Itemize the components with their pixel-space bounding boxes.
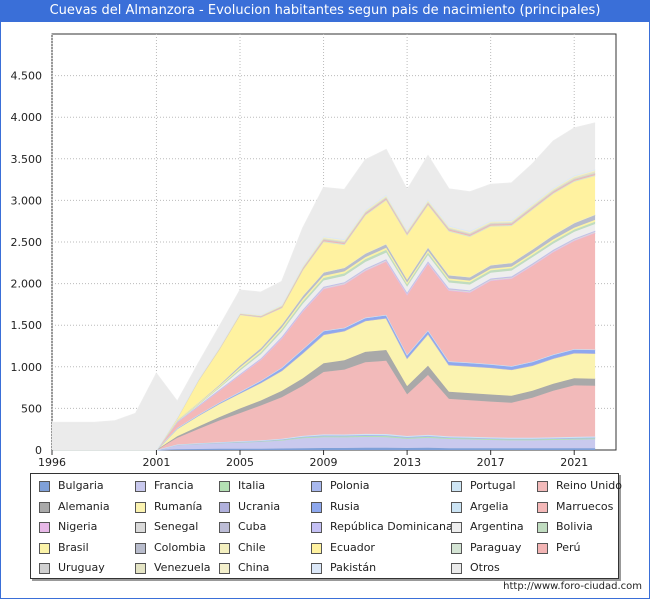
series-line-portugal (52, 433, 596, 451)
x-tick-label: 2017 (477, 456, 505, 469)
chart-title: Cuevas del Almanzora - Evolucion habitan… (0, 0, 650, 22)
series-area-reino-unido (52, 360, 596, 450)
y-tick-label: 1.500 (11, 319, 43, 332)
legend-label: República Dominicana (330, 520, 453, 533)
legend-swatch (451, 522, 462, 533)
series-area-ecuador (52, 176, 596, 450)
legend-label: Pakistán (330, 561, 377, 574)
legend-label: Paraguay (470, 540, 522, 554)
legend-label: Venezuela (154, 561, 211, 574)
legend-swatch (311, 542, 322, 554)
legend-label: Brasil (58, 540, 89, 554)
legend-label: Reino Unido (556, 479, 622, 492)
x-tick-label: 2021 (560, 456, 588, 469)
legend-label: Bulgaria (58, 479, 104, 492)
y-tick-label: 3.000 (11, 194, 43, 207)
legend-label: Senegal (154, 520, 199, 533)
y-tick-label: 4.000 (11, 111, 43, 124)
legend-swatch (537, 522, 548, 533)
legend-swatch (135, 481, 146, 492)
legend-label: Uruguay (58, 561, 105, 574)
legend-label: Cuba (238, 520, 267, 533)
legend-label: Italia (238, 479, 266, 492)
legend-swatch (311, 563, 322, 574)
legend-swatch (451, 501, 462, 513)
y-tick-label: 0 (35, 444, 42, 457)
legend-swatch (39, 522, 50, 533)
legend-label: Alemania (58, 499, 110, 513)
x-tick-label: 2001 (142, 456, 170, 469)
x-tick-label: 2009 (310, 456, 338, 469)
legend-label: Colombia (154, 540, 206, 554)
legend-swatch (311, 481, 322, 492)
legend-swatch (219, 563, 230, 574)
footer-url[interactable]: http://www.foro-ciudad.com (503, 581, 642, 592)
legend-label: Polonia (330, 479, 370, 492)
x-tick-label: 1996 (38, 456, 66, 469)
legend-swatch (135, 501, 146, 513)
legend-label: Argentina (470, 520, 524, 533)
legend-label: Otros (470, 561, 500, 574)
legend-label: Rumanía (154, 499, 203, 513)
legend-swatch (39, 563, 50, 574)
legend-swatch (451, 481, 462, 492)
legend-swatch (135, 522, 146, 533)
y-tick-label: 2.000 (11, 278, 43, 291)
x-tick-label: 2005 (226, 456, 254, 469)
legend-swatch (39, 481, 50, 492)
legend-swatch (311, 501, 322, 513)
legend-swatch (219, 501, 230, 513)
legend-label: Francia (154, 479, 194, 492)
y-tick-label: 3.500 (11, 153, 43, 166)
axis-layer: 0 500 1.000 1.500 2.000 2.500 3.000 3.500 4.000 4… (11, 70, 589, 469)
legend-swatch (39, 501, 50, 513)
x-tick-label: 2013 (393, 456, 421, 469)
y-tick-label: 2.500 (11, 236, 43, 249)
legend-label: Nigeria (58, 520, 98, 533)
legend-label: Bolivia (556, 520, 593, 533)
legend-swatch (537, 542, 548, 554)
series-area-marruecos (52, 233, 596, 450)
y-tick-label: 1.000 (11, 361, 43, 374)
legend-label: Marruecos (556, 499, 614, 513)
legend-swatch (537, 501, 548, 513)
legend: Bulgaria Francia Italia Polonia Portugal Rein… (30, 473, 622, 579)
legend-label: Ucrania (238, 499, 281, 513)
series-area-alemania (52, 350, 596, 450)
legend-swatch (537, 481, 548, 492)
legend-label: Ecuador (330, 540, 375, 554)
legend-swatch (135, 542, 146, 554)
series-line-otros (52, 122, 596, 424)
area-layer (52, 122, 596, 451)
y-tick-label: 4.500 (11, 70, 43, 83)
legend-label: China (238, 561, 270, 574)
legend-label: Argelia (470, 499, 509, 513)
series-area-ruman-a (52, 318, 596, 450)
legend-label: Portugal (470, 479, 516, 492)
legend-swatch (451, 542, 462, 554)
legend-label: Chile (238, 540, 266, 554)
legend-swatch (219, 522, 230, 533)
legend-label: Rusia (330, 499, 360, 513)
legend-swatch (219, 481, 230, 492)
legend-swatch (311, 522, 322, 533)
series-area-francia (52, 437, 596, 450)
legend-swatch (219, 542, 230, 554)
legend-swatch (451, 563, 462, 574)
series-area-otros (52, 122, 596, 451)
legend-swatch (39, 542, 50, 554)
legend-label: Perú (556, 540, 581, 554)
legend-swatch (135, 563, 146, 574)
y-tick-label: 500 (21, 402, 42, 415)
